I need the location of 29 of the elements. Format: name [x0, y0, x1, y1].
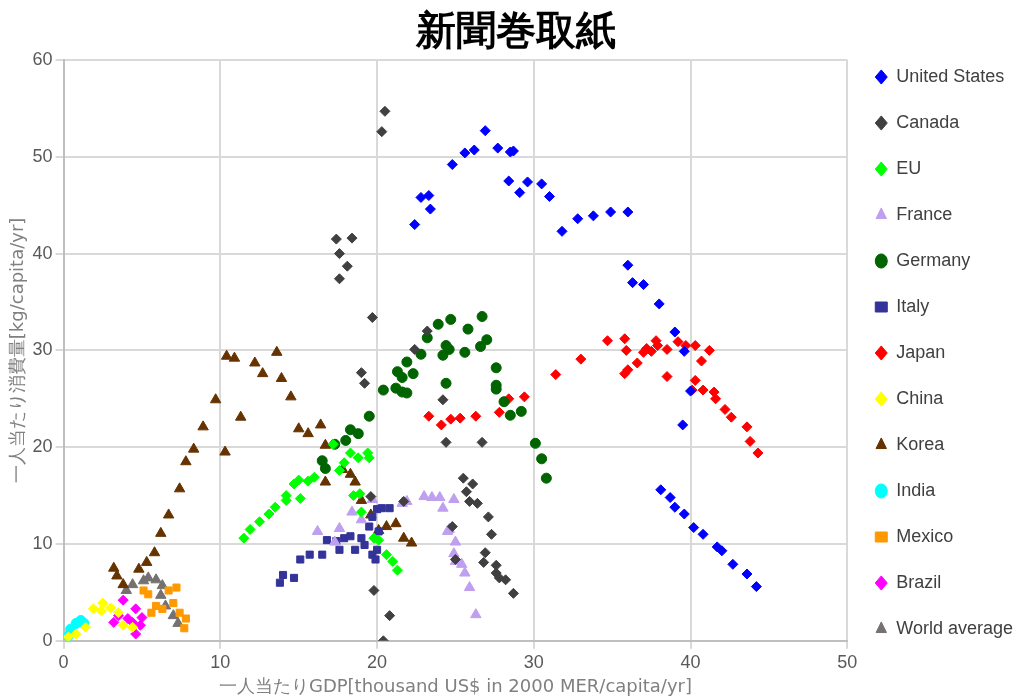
legend-label: India	[896, 479, 937, 500]
x-tick-label: 20	[367, 651, 388, 672]
y-tick-label: 40	[32, 242, 53, 263]
legend-label: Mexico	[896, 525, 954, 546]
legend-label: EU	[896, 157, 922, 178]
y-tick-label: 60	[32, 48, 53, 69]
legend-label: Japan	[896, 341, 946, 362]
legend-label: Korea	[896, 433, 946, 454]
x-axis-title: 一人当たりGDP[thousand US$ in 2000 MER/capita/yr]	[218, 674, 692, 696]
legend-label: United States	[896, 65, 1005, 86]
x-tick-label: 30	[523, 651, 544, 672]
y-tick-label: 10	[32, 532, 53, 553]
x-tick-label: 10	[210, 651, 231, 672]
legend-label: Brazil	[896, 571, 942, 592]
legend-label: France	[896, 203, 953, 224]
legend-label: China	[896, 387, 945, 408]
y-tick-label: 30	[32, 339, 53, 360]
y-tick-label: 0	[42, 629, 53, 650]
x-tick-label: 40	[680, 651, 701, 672]
y-tick-label: 50	[32, 145, 53, 166]
legend-label: Canada	[896, 111, 961, 132]
y-axis-title: 一人当たり消費量[kg/capita/yr]	[6, 217, 28, 484]
x-tick-label: 0	[58, 651, 69, 672]
y-tick-label: 20	[32, 436, 53, 457]
x-tick-label: 50	[837, 651, 858, 672]
chart-title: 新聞巻取紙	[414, 7, 616, 54]
legend-label: Italy	[896, 295, 930, 316]
legend-label: World average	[896, 617, 1014, 638]
legend-label: Germany	[896, 249, 971, 270]
